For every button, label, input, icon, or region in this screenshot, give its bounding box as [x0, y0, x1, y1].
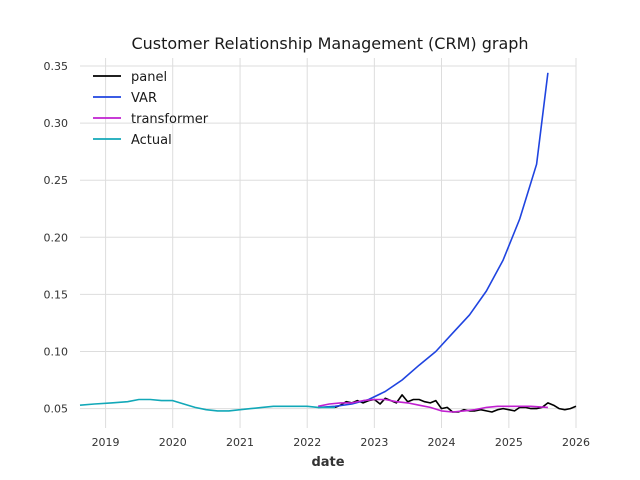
y-axis-ticks: 0.05 0.10 0.15 0.20 0.25 0.30 0.35 [44, 60, 69, 416]
x-tick-label: 2021 [226, 436, 254, 449]
y-tick-label: 0.35 [44, 60, 69, 73]
series-line-actual [79, 398, 335, 412]
grid-lines [80, 58, 577, 428]
y-tick-label: 0.05 [44, 403, 69, 416]
legend-label-actual: Actual [131, 133, 172, 148]
y-tick-label: 0.15 [44, 288, 69, 301]
chart-title: Customer Relationship Management (CRM) g… [131, 34, 528, 53]
legend-label-transformer: transformer [131, 112, 209, 127]
x-tick-label: 2024 [428, 436, 456, 449]
series-line-transformer [317, 398, 548, 413]
x-tick-label: 2019 [92, 436, 120, 449]
y-tick-label: 0.20 [44, 231, 69, 244]
legend-label-var: VAR [131, 91, 157, 106]
y-tick-label: 0.10 [44, 345, 69, 358]
x-tick-label: 2022 [293, 436, 321, 449]
x-tick-label: 2023 [360, 436, 388, 449]
x-tick-label: 2026 [562, 436, 590, 449]
y-tick-label: 0.25 [44, 174, 69, 187]
x-axis-label: date [311, 455, 344, 470]
legend: panel VAR transformer Actual [93, 70, 209, 148]
legend-label-panel: panel [131, 70, 167, 85]
x-tick-label: 2020 [159, 436, 187, 449]
x-tick-label: 2025 [495, 436, 523, 449]
x-axis-ticks: 2019 2020 2021 2022 2023 2024 2025 2026 [92, 436, 590, 449]
y-tick-label: 0.30 [44, 117, 69, 130]
series-lines [79, 72, 577, 413]
